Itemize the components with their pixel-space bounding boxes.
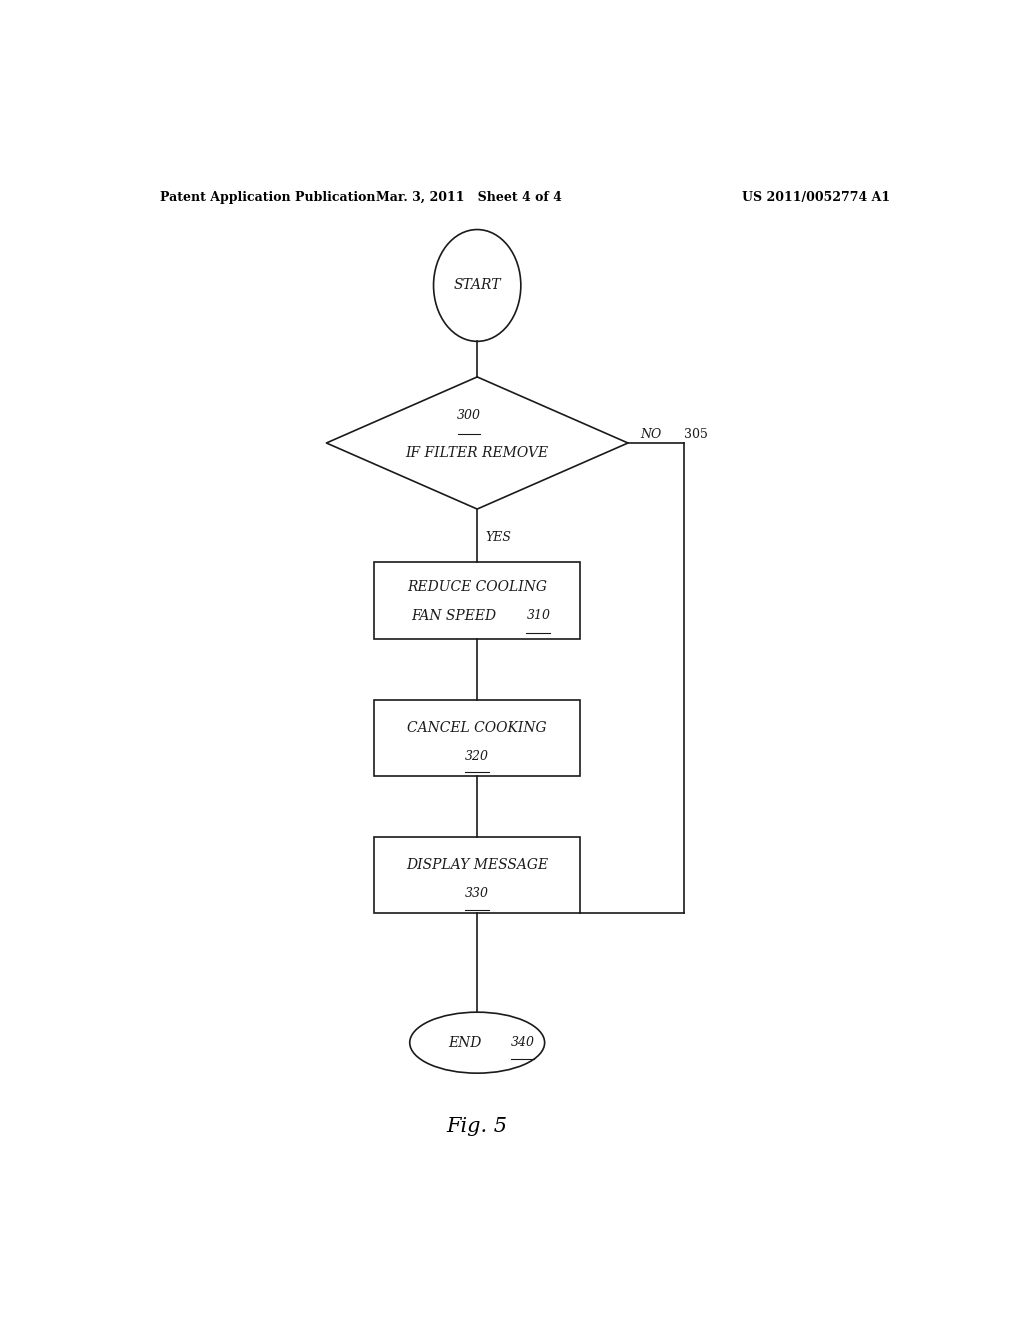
Bar (374, 700, 581, 776)
Text: END: END (449, 1036, 482, 1049)
Text: 300: 300 (458, 409, 481, 422)
Text: DISPLAY MESSAGE: DISPLAY MESSAGE (407, 858, 548, 871)
Text: 310: 310 (526, 610, 550, 622)
Text: NO: NO (640, 429, 662, 441)
Bar (374, 837, 581, 913)
Text: IF FILTER REMOVE: IF FILTER REMOVE (406, 446, 549, 459)
Text: Fig. 5: Fig. 5 (446, 1117, 508, 1135)
Text: 305: 305 (684, 429, 708, 441)
Text: 330: 330 (465, 887, 489, 900)
Text: YES: YES (485, 532, 511, 544)
Text: CANCEL COOKING: CANCEL COOKING (408, 721, 547, 735)
Text: START: START (454, 279, 501, 293)
Text: Patent Application Publication: Patent Application Publication (160, 191, 375, 203)
Text: 340: 340 (511, 1036, 535, 1049)
Bar (374, 562, 581, 639)
Text: US 2011/0052774 A1: US 2011/0052774 A1 (741, 191, 890, 203)
Text: REDUCE COOLING: REDUCE COOLING (408, 581, 547, 594)
Text: Mar. 3, 2011   Sheet 4 of 4: Mar. 3, 2011 Sheet 4 of 4 (376, 191, 562, 203)
Text: 320: 320 (465, 750, 489, 763)
Text: FAN SPEED: FAN SPEED (411, 609, 496, 623)
